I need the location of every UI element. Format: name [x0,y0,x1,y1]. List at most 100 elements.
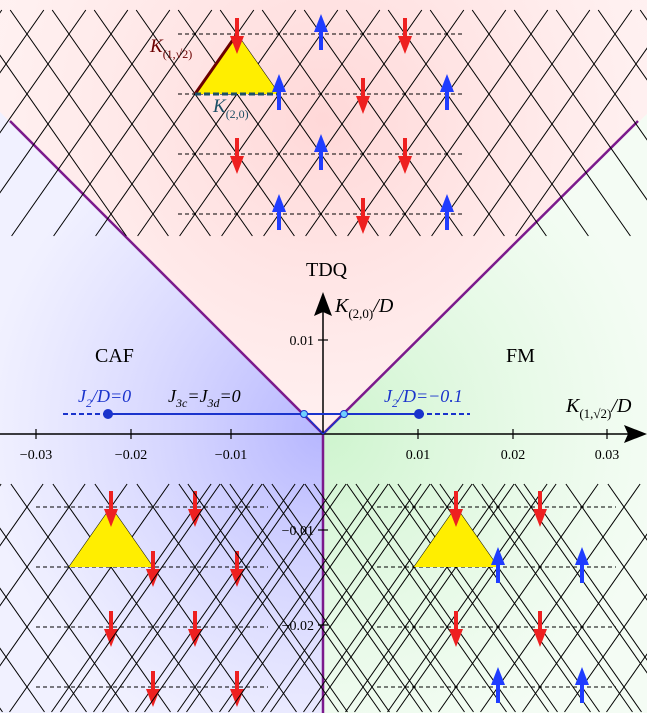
lattice-bond-line [271,483,432,713]
axes [0,292,647,443]
lattice-bond-line [564,593,647,713]
lattice-bond-line [389,9,549,237]
lattice-bond-line [387,9,547,237]
lattice-bond-line [313,483,474,713]
lattice-bond-line [523,483,647,661]
lattice-bond-line [0,587,87,713]
spin-up-arrow [491,547,505,583]
spin-down-arrow [533,491,547,527]
lattice-bond-line [355,483,516,713]
y-axis-arrow [314,292,332,316]
x-tick-label: 0.03 [595,448,620,463]
lattice-bond-line [144,483,305,713]
spin-down-arrow [449,491,463,527]
path-point-right [414,409,424,419]
lattice-bond-line [228,483,389,713]
spin-down-arrow [356,78,370,114]
lattice-bond-line [177,9,337,237]
spin-down-arrow [398,18,412,54]
lattice-bond-line [606,653,647,713]
spin-up-arrow [314,134,328,170]
axis-ticks [35,339,608,626]
plaquette-triangle [195,34,279,94]
lattice-bond-line [0,9,45,74]
path-label-left: J2/D=0 [78,386,131,410]
plaquette-triangle [414,507,498,567]
lattice-bond-line [186,483,347,713]
lattice-bond-line [397,483,558,713]
lattice-bond-line [53,9,213,237]
lattice-bond-line [9,483,170,713]
phase-label-caf: CAF [95,345,134,367]
phase-label-tdq: TDQ [306,259,348,281]
lattice-bond-line [135,9,295,237]
spin-down-arrow [449,611,463,647]
lattice-bond-line [0,9,87,134]
lattice-bond-line [303,9,463,237]
tdq-lattice [0,9,647,237]
lattice-bond-line [345,483,506,713]
lattice-bond-line [0,647,45,713]
lattice-bond-line [102,483,263,713]
lattice-bond-line [261,483,422,713]
lattice-bond-line [137,9,297,237]
lattice-bond-line [472,483,633,713]
lattice-bond-line [270,483,431,713]
lattice-bond-line [52,483,213,713]
spin-down-arrow [230,671,244,707]
spin-up-arrow [440,74,454,110]
lattice-bond-line [345,9,505,237]
lattice-bond-line [60,483,221,713]
lattice-bond-line [515,47,647,237]
spin-down-arrow [230,18,244,54]
spin-down-arrow [146,671,160,707]
lattice-bond-line [438,483,599,713]
phase-boundaries [9,120,639,713]
lattice-bond-line [303,483,464,713]
spin-down-arrow [188,611,202,647]
spin-up-arrow [272,74,286,110]
lattice-bond-line [135,483,296,713]
spin-down-arrow [356,198,370,234]
phase-label-fm: FM [506,345,535,367]
spin-down-arrow [533,611,547,647]
lattice-bond-line [473,9,633,237]
boundary-left [9,120,324,435]
lattice-bond-line [0,527,129,713]
spin-up-arrow [440,194,454,230]
lattice-bond-line [51,483,212,713]
parameter-path [63,409,470,435]
caf-lattice [0,483,647,713]
lattice-bond-line [481,483,642,713]
lattice-bond-line [480,483,641,713]
lattice-bond-line [51,9,211,237]
lattice-bond-line [429,9,589,237]
lattice-bond-line [9,9,169,237]
x-axis-arrow [624,425,647,443]
y-axis-label: K(2,0)/D [334,295,394,321]
lattice-bond-line [221,9,381,237]
lattice-bond-line [0,54,127,237]
path-link-left [303,413,324,435]
x-axis-label: K(1,√2)/D [565,395,632,421]
spin-down-arrow [104,491,118,527]
lattice-bond-line [431,9,591,237]
k2-bond-label: K(2,0) [212,96,249,121]
lattice-bond-line [304,483,465,713]
lattice-bond-line [555,9,647,141]
x-tick-label: 0.02 [501,448,526,463]
lattice-bond-line [10,483,171,713]
x-tick-label: −0.01 [215,448,247,463]
fm-region [323,114,647,713]
lattice-bond-line [305,9,465,237]
y-tick-label: 0.01 [290,334,315,349]
lattice-bond-line [261,9,421,237]
lattice-bond-line [597,9,647,81]
lattice-bond-line [262,483,423,713]
lattice-bond-line [229,483,390,713]
path-label-middle: J3c=J3d=0 [168,386,241,410]
lattice-bond-line [220,483,381,713]
lattice-bond-line [396,483,557,713]
